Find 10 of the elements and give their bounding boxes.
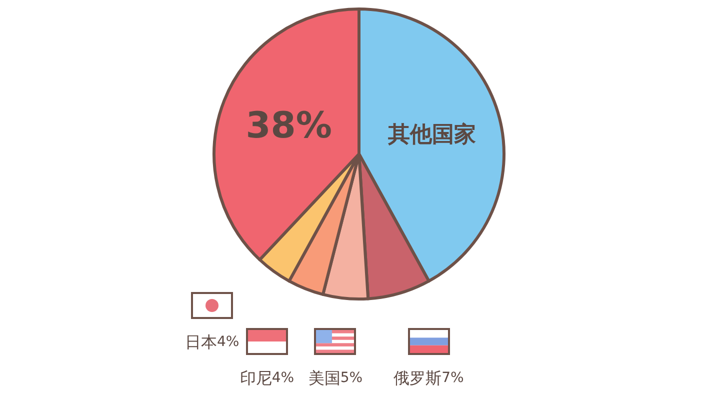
data-label: 7% (442, 370, 464, 386)
legend-label: 印尼 (240, 368, 272, 388)
data-label: 5% (340, 370, 363, 386)
legend-label: 日本 (184, 332, 217, 352)
slice-label: 其他国家 (387, 122, 476, 148)
data-label: 38% (246, 106, 332, 147)
legend-label: 美国 (308, 368, 340, 388)
data-label: 4% (216, 334, 240, 350)
data-label: 4% (272, 370, 294, 386)
legend-label: 俄罗斯 (394, 368, 442, 388)
